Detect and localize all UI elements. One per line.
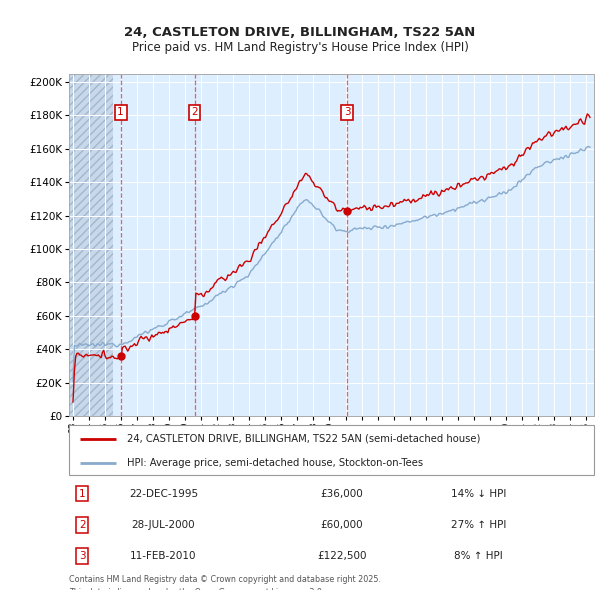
Text: £36,000: £36,000 <box>320 489 364 499</box>
Text: 8% ↑ HPI: 8% ↑ HPI <box>454 551 503 561</box>
Text: 22-DEC-1995: 22-DEC-1995 <box>129 489 198 499</box>
Text: 11-FEB-2010: 11-FEB-2010 <box>130 551 197 561</box>
Text: Contains HM Land Registry data © Crown copyright and database right 2025.: Contains HM Land Registry data © Crown c… <box>69 575 381 584</box>
Text: £122,500: £122,500 <box>317 551 367 561</box>
Text: 24, CASTLETON DRIVE, BILLINGHAM, TS22 5AN (semi-detached house): 24, CASTLETON DRIVE, BILLINGHAM, TS22 5A… <box>127 434 480 444</box>
Text: 3: 3 <box>79 551 85 561</box>
Text: 28-JUL-2000: 28-JUL-2000 <box>131 520 196 530</box>
Text: Price paid vs. HM Land Registry's House Price Index (HPI): Price paid vs. HM Land Registry's House … <box>131 41 469 54</box>
Text: 3: 3 <box>344 107 350 117</box>
Text: 27% ↑ HPI: 27% ↑ HPI <box>451 520 506 530</box>
Text: 1: 1 <box>79 489 85 499</box>
Text: This data is licensed under the Open Government Licence v3.0.: This data is licensed under the Open Gov… <box>69 588 325 590</box>
Text: HPI: Average price, semi-detached house, Stockton-on-Tees: HPI: Average price, semi-detached house,… <box>127 458 423 468</box>
Text: 1: 1 <box>118 107 124 117</box>
Text: 2: 2 <box>191 107 198 117</box>
Bar <box>69 74 113 416</box>
Text: £60,000: £60,000 <box>320 520 364 530</box>
FancyBboxPatch shape <box>69 425 594 475</box>
Text: 24, CASTLETON DRIVE, BILLINGHAM, TS22 5AN: 24, CASTLETON DRIVE, BILLINGHAM, TS22 5A… <box>124 26 476 39</box>
Text: 2: 2 <box>79 520 85 530</box>
Text: 14% ↓ HPI: 14% ↓ HPI <box>451 489 506 499</box>
